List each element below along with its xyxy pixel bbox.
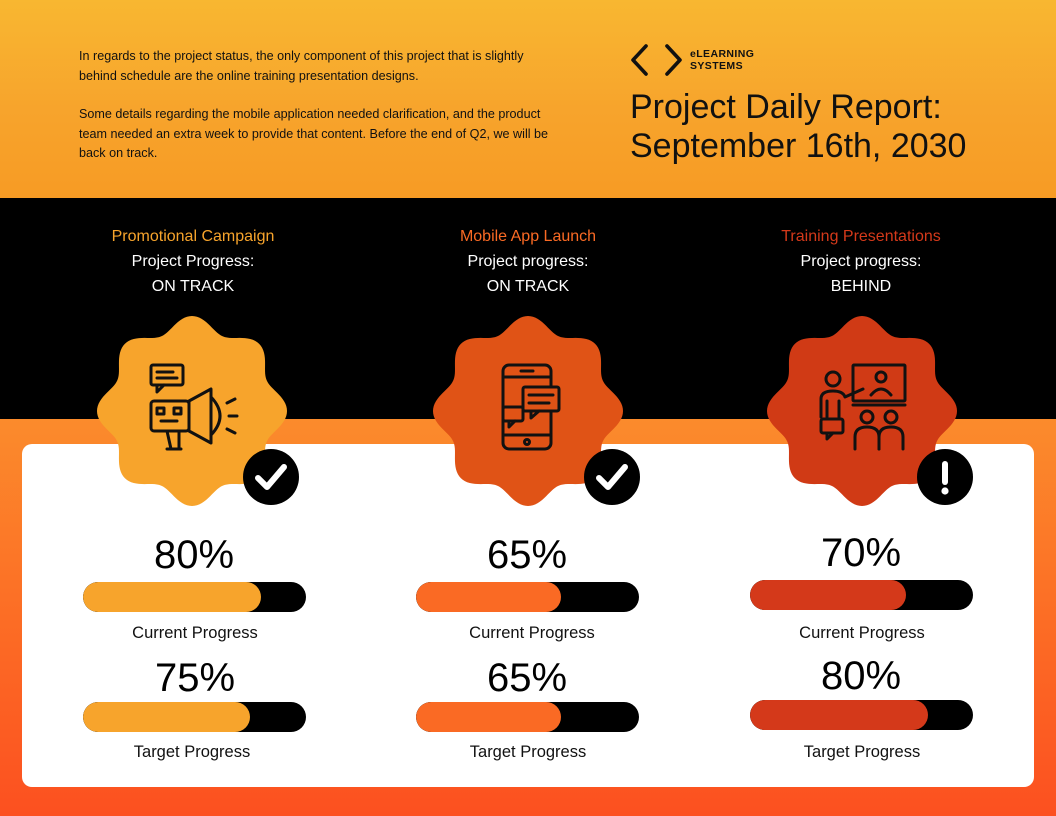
target-progress-fill xyxy=(416,702,561,732)
intro-paragraph-2: Some details regarding the mobile applic… xyxy=(79,107,549,160)
badge-shape xyxy=(97,316,287,506)
current-progress-value: 65% xyxy=(486,533,568,577)
presentation-icon xyxy=(819,363,907,451)
badge-campaign xyxy=(97,316,287,506)
target-progress-fill xyxy=(750,700,929,730)
intro-text: In regards to the project status, the on… xyxy=(79,47,549,183)
project-progress-label: Project Progress: xyxy=(131,253,255,270)
logo-line-2: SYSTEMS xyxy=(690,60,743,72)
current-progress-fill xyxy=(83,582,262,612)
project-name: Promotional Campaign xyxy=(111,228,275,245)
project-name: Mobile App Launch xyxy=(459,228,597,245)
page-title: Project Daily Report: September 16th, 20… xyxy=(630,88,1050,166)
check-icon xyxy=(584,449,640,505)
megaphone-icon xyxy=(149,363,239,451)
target-progress-fill xyxy=(83,702,251,732)
current-progress-fill xyxy=(750,580,907,610)
target-progress-value: 65% xyxy=(486,656,568,700)
title-line-2: September 16th, 2030 xyxy=(630,127,967,165)
target-progress-label: Target Progress xyxy=(469,743,587,761)
current-progress-bar xyxy=(750,580,973,610)
title-line-1: Project Daily Report: xyxy=(630,88,942,126)
project-header-training: Training Presentations Project progress:… xyxy=(711,224,1011,299)
target-progress-value: 80% xyxy=(820,654,902,698)
current-progress-fill xyxy=(416,582,561,612)
project-status: ON TRACK xyxy=(486,278,570,295)
code-brackets-icon xyxy=(631,44,682,76)
current-progress-label: Current Progress xyxy=(469,624,595,642)
current-progress-value: 70% xyxy=(820,531,902,575)
badge-training xyxy=(767,316,957,506)
project-name: Training Presentations xyxy=(781,228,941,245)
target-progress-bar xyxy=(83,702,306,732)
current-progress-bar xyxy=(83,582,306,612)
mobile-chat-icon xyxy=(501,363,561,451)
logo-line-1: eLEARNING xyxy=(690,48,755,60)
project-progress-label: Project progress: xyxy=(467,253,589,270)
intro-paragraph-1: In regards to the project status, the on… xyxy=(79,49,524,83)
logo-text: eLEARNING SYSTEMS xyxy=(690,48,754,72)
target-progress-bar xyxy=(750,700,973,730)
current-progress-label: Current Progress xyxy=(799,624,925,642)
target-progress-label: Target Progress xyxy=(133,743,251,761)
current-progress-value: 80% xyxy=(153,533,235,577)
logo: eLEARNING SYSTEMS xyxy=(630,44,754,76)
project-status: ON TRACK xyxy=(151,278,235,295)
project-status: BEHIND xyxy=(830,278,892,295)
target-progress-label: Target Progress xyxy=(803,743,921,761)
header-band xyxy=(0,0,1056,198)
badge-shape xyxy=(767,316,957,506)
badge-mobile xyxy=(433,316,623,506)
project-header-campaign: Promotional Campaign Project Progress: O… xyxy=(43,224,343,299)
target-progress-value: 75% xyxy=(154,656,236,700)
check-icon xyxy=(243,449,299,505)
project-header-mobile: Mobile App Launch Project progress: ON T… xyxy=(378,224,678,299)
project-progress-label: Project progress: xyxy=(800,253,922,270)
current-progress-bar xyxy=(416,582,639,612)
current-progress-label: Current Progress xyxy=(132,624,258,642)
exclamation-icon xyxy=(917,449,973,505)
target-progress-bar xyxy=(416,702,639,732)
